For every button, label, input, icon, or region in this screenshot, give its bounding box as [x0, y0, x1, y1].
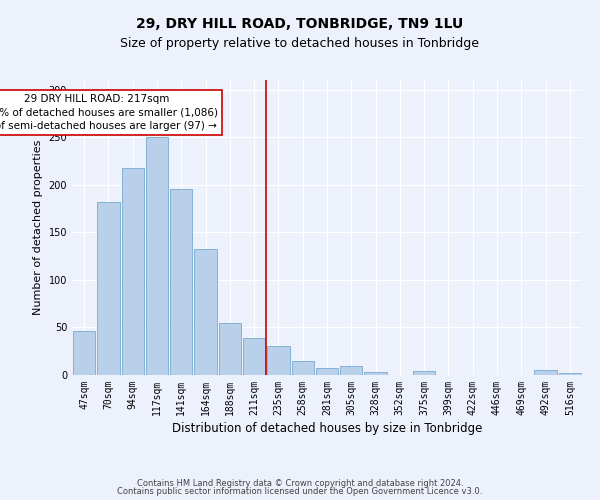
- Bar: [559, 373, 581, 375]
- Bar: [316, 368, 338, 375]
- Bar: [122, 168, 144, 375]
- Text: 29, DRY HILL ROAD, TONBRIDGE, TN9 1LU: 29, DRY HILL ROAD, TONBRIDGE, TN9 1LU: [136, 18, 464, 32]
- Bar: [97, 202, 119, 375]
- Bar: [364, 372, 387, 375]
- Bar: [170, 190, 193, 375]
- Text: Contains HM Land Registry data © Crown copyright and database right 2024.: Contains HM Land Registry data © Crown c…: [137, 478, 463, 488]
- Bar: [194, 250, 217, 375]
- Text: Contains public sector information licensed under the Open Government Licence v3: Contains public sector information licen…: [118, 487, 482, 496]
- Text: 29 DRY HILL ROAD: 217sqm
← 92% of detached houses are smaller (1,086)
8% of semi: 29 DRY HILL ROAD: 217sqm ← 92% of detach…: [0, 94, 218, 130]
- Bar: [292, 360, 314, 375]
- Y-axis label: Number of detached properties: Number of detached properties: [33, 140, 43, 315]
- Bar: [340, 366, 362, 375]
- Bar: [243, 338, 265, 375]
- Bar: [535, 370, 557, 375]
- Bar: [218, 322, 241, 375]
- Bar: [73, 331, 95, 375]
- Bar: [413, 371, 436, 375]
- Bar: [267, 346, 290, 375]
- Text: Size of property relative to detached houses in Tonbridge: Size of property relative to detached ho…: [121, 38, 479, 51]
- X-axis label: Distribution of detached houses by size in Tonbridge: Distribution of detached houses by size …: [172, 422, 482, 435]
- Bar: [146, 137, 168, 375]
